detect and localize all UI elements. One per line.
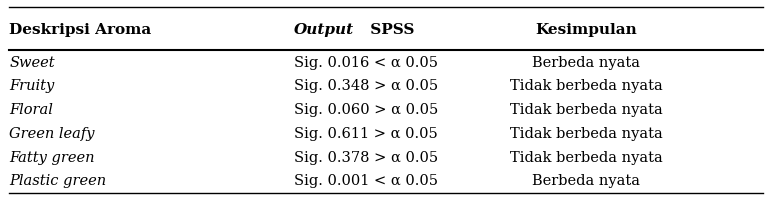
Text: Tidak berbeda nyata: Tidak berbeda nyata: [510, 150, 662, 164]
Text: Sweet: Sweet: [9, 56, 55, 69]
Text: Fatty green: Fatty green: [9, 150, 95, 164]
Text: Output: Output: [293, 23, 354, 37]
Text: Tidak berbeda nyata: Tidak berbeda nyata: [510, 79, 662, 93]
Text: Plastic green: Plastic green: [9, 174, 107, 188]
Text: Sig. 0.611 > α 0.05: Sig. 0.611 > α 0.05: [293, 127, 438, 141]
Text: Tidak berbeda nyata: Tidak berbeda nyata: [510, 103, 662, 117]
Text: Sig. 0.060 > α 0.05: Sig. 0.060 > α 0.05: [293, 103, 438, 117]
Text: Sig. 0.001 < α 0.05: Sig. 0.001 < α 0.05: [293, 174, 438, 188]
Text: Sig. 0.378 > α 0.05: Sig. 0.378 > α 0.05: [293, 150, 438, 164]
Text: Berbeda nyata: Berbeda nyata: [532, 56, 640, 69]
Text: Sig. 0.016 < α 0.05: Sig. 0.016 < α 0.05: [293, 56, 438, 69]
Text: Fruity: Fruity: [9, 79, 54, 93]
Text: Green leafy: Green leafy: [9, 127, 95, 141]
Text: Floral: Floral: [9, 103, 53, 117]
Text: Berbeda nyata: Berbeda nyata: [532, 174, 640, 188]
Text: Tidak berbeda nyata: Tidak berbeda nyata: [510, 127, 662, 141]
Text: Kesimpulan: Kesimpulan: [535, 23, 637, 37]
Text: SPSS: SPSS: [365, 23, 415, 37]
Text: Deskripsi Aroma: Deskripsi Aroma: [9, 23, 151, 37]
Text: Sig. 0.348 > α 0.05: Sig. 0.348 > α 0.05: [293, 79, 438, 93]
